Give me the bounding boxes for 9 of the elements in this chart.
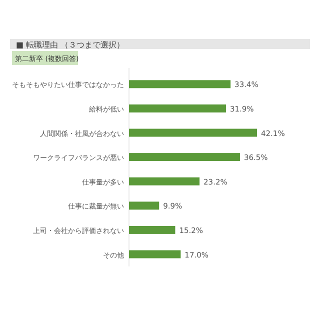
bar [129,153,240,162]
bar [129,177,200,186]
bar [129,250,181,258]
bar [129,202,160,210]
bar [129,104,226,112]
bar [129,226,176,234]
chart-title: ■ 転職理由 （３つまで選択） [16,40,125,50]
bar [129,80,231,88]
bar [129,128,257,137]
